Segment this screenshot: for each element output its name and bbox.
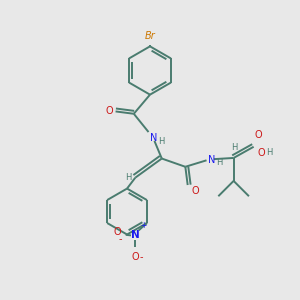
Text: N: N <box>208 155 215 165</box>
Text: H: H <box>231 143 237 152</box>
Text: N: N <box>131 230 140 240</box>
Text: O: O <box>114 227 122 237</box>
Text: -: - <box>140 252 143 262</box>
Text: H: H <box>216 158 223 167</box>
Text: O: O <box>131 252 139 262</box>
Text: O: O <box>258 148 266 158</box>
Text: O: O <box>191 186 199 196</box>
Text: H: H <box>266 148 272 157</box>
Text: +: + <box>140 221 147 230</box>
Text: H: H <box>125 172 132 182</box>
Text: O: O <box>106 106 113 116</box>
Text: H: H <box>158 137 164 146</box>
Text: Br: Br <box>145 31 155 41</box>
Text: O: O <box>255 130 262 140</box>
Text: -: - <box>119 234 122 244</box>
Text: N: N <box>150 133 157 143</box>
